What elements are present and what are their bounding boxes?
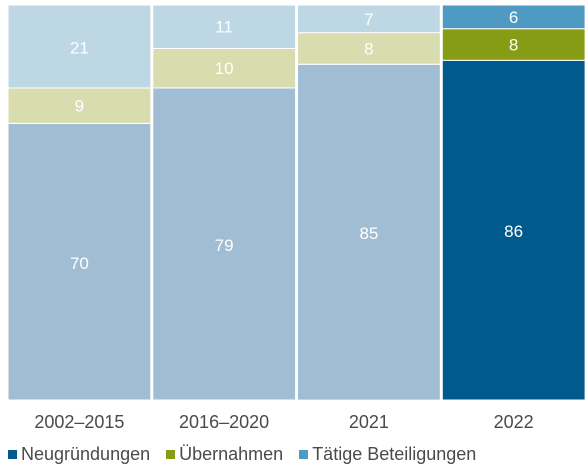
- legend-swatch: [299, 449, 309, 459]
- bar-übernahmen-2: [297, 32, 441, 65]
- legend-item: Tätige Beteiligungen: [299, 444, 476, 464]
- data-label: 6: [509, 8, 518, 27]
- legend-swatch: [166, 449, 176, 459]
- data-label: 70: [70, 254, 89, 273]
- legend-label: Tätige Beteiligungen: [312, 443, 477, 464]
- bar-tätige-beteiligungen-2: [297, 4, 441, 34]
- data-label: 11: [215, 18, 233, 37]
- legend: Neugründungen Übernahmen Tätige Beteiligun…: [8, 444, 476, 464]
- data-label: 7: [364, 10, 373, 29]
- data-label: 10: [215, 59, 234, 78]
- legend-label: Übernahmen: [179, 443, 284, 464]
- bar-tätige-beteiligungen-3: [441, 4, 586, 30]
- x-tick-label: 2022: [494, 412, 534, 432]
- legend-item: Übernahmen: [166, 444, 283, 464]
- bar-übernahmen-0: [7, 87, 152, 124]
- bar-neugründungen-3: [441, 59, 586, 401]
- x-tick-label: 2002–2015: [34, 412, 124, 432]
- x-tick-label: 2021: [349, 412, 389, 432]
- bar-tätige-beteiligungen-1: [152, 4, 297, 49]
- data-label: 86: [504, 222, 523, 241]
- bar-tätige-beteiligungen-0: [7, 4, 152, 89]
- bar-neugründungen-1: [152, 87, 297, 401]
- legend-label: Neugründungen: [21, 443, 151, 464]
- legend-item: Neugründungen: [8, 444, 150, 464]
- bar-neugründungen-2: [297, 63, 441, 401]
- bar-übernahmen-3: [441, 28, 586, 61]
- data-label: 8: [364, 39, 373, 58]
- data-label: 9: [75, 97, 84, 116]
- bar-neugründungen-0: [7, 123, 152, 401]
- legend-swatch: [8, 449, 17, 459]
- data-label: 21: [70, 39, 89, 58]
- x-axis-labels: 2002–2015 2016–2020 2021 2022: [34, 412, 533, 432]
- x-tick-label: 2016–2020: [179, 412, 269, 432]
- data-label: 8: [509, 36, 518, 55]
- data-label: 85: [359, 224, 378, 243]
- data-label: 79: [215, 236, 234, 255]
- bar-übernahmen-1: [152, 47, 297, 89]
